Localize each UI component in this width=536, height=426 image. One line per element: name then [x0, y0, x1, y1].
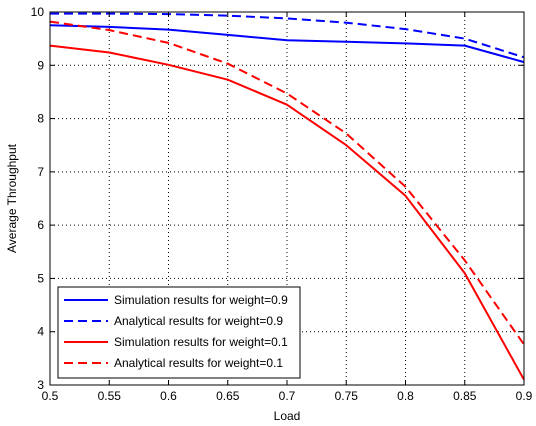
axis-ticks — [49, 11, 525, 386]
y-tick-label: 8 — [37, 112, 44, 126]
legend-label: Analytical results for weight=0.9 — [114, 314, 283, 328]
x-tick-label: 0.6 — [160, 389, 177, 403]
legend-label: Simulation results for weight=0.1 — [114, 335, 288, 349]
x-tick-label: 0.55 — [98, 389, 122, 403]
legend-label: Analytical results for weight=0.1 — [114, 356, 283, 370]
y-tick-label: 10 — [31, 5, 45, 19]
x-tick-label: 0.8 — [397, 389, 414, 403]
series-lines — [49, 12, 525, 381]
y-tick-label: 7 — [37, 165, 44, 179]
y-tick-label: 3 — [37, 378, 44, 392]
y-tick-labels: 3 4 5 6 7 8 9 10 — [31, 5, 45, 392]
x-tick-label: 0.75 — [335, 389, 359, 403]
y-tick-label: 4 — [37, 325, 44, 339]
x-axis-title: Load — [274, 409, 301, 423]
y-tick-label: 9 — [37, 58, 44, 72]
series-line-4 — [49, 20, 525, 346]
x-tick-labels: 0.5 0.55 0.6 0.65 0.7 0.75 0.8 0.85 0.9 — [42, 389, 533, 403]
y-tick-label: 6 — [37, 218, 44, 232]
x-tick-label: 0.5 — [42, 389, 59, 403]
series-line-3 — [49, 44, 525, 381]
legend-label: Simulation results for weight=0.9 — [114, 293, 288, 307]
x-tick-label: 0.9 — [516, 389, 533, 403]
y-axis-title: Average Throughput — [5, 143, 19, 253]
x-tick-label: 0.65 — [216, 389, 240, 403]
series-line-2 — [50, 12, 525, 59]
y-tick-label: 5 — [37, 271, 44, 285]
legend: Simulation results for weight=0.9 Analyti… — [57, 286, 301, 379]
series-line-1 — [49, 24, 525, 64]
x-tick-label: 0.7 — [279, 389, 296, 403]
x-tick-label: 0.85 — [453, 389, 477, 403]
